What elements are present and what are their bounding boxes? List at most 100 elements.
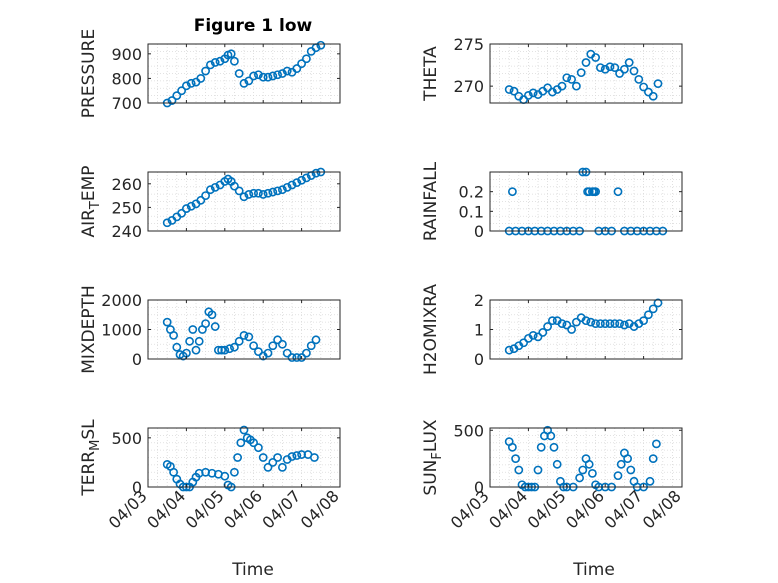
axes-box — [147, 171, 341, 232]
data-point — [229, 342, 239, 352]
data-point — [620, 320, 629, 330]
data-point — [215, 56, 225, 66]
data-point — [519, 338, 528, 348]
data-point — [210, 322, 220, 331]
data-point — [233, 453, 242, 462]
x-tick-label: 04/04 — [485, 486, 531, 532]
data-point — [277, 69, 287, 78]
x-tick-label: 04/08 — [639, 486, 685, 532]
y-tick-label: 500 — [453, 421, 484, 440]
y-tick-label: 2000 — [101, 291, 142, 310]
data-point — [234, 336, 244, 346]
data-point — [584, 459, 594, 469]
series-markers — [504, 298, 663, 355]
data-point — [648, 304, 658, 314]
x-tick-label: 04/07 — [600, 486, 646, 532]
grid — [148, 300, 340, 359]
data-point — [239, 330, 249, 340]
data-point — [591, 187, 600, 197]
data-point — [615, 319, 624, 328]
y-tick-label: 0 — [474, 350, 484, 369]
y-axis-label: H2OMIXRA — [421, 284, 441, 375]
data-point — [613, 471, 623, 481]
data-point — [268, 187, 278, 197]
data-point — [236, 438, 246, 448]
data-point — [504, 85, 514, 94]
x-tick-label: 04/07 — [258, 486, 304, 532]
data-point — [273, 70, 282, 80]
data-point — [172, 342, 182, 352]
data-point — [201, 319, 210, 328]
axes-box — [489, 171, 683, 232]
data-point — [282, 348, 292, 358]
data-point — [162, 317, 172, 327]
data-point — [253, 443, 263, 453]
data-point — [249, 71, 258, 81]
data-point — [258, 453, 268, 462]
y-tick-label: 240 — [111, 222, 142, 241]
data-point — [201, 66, 210, 76]
data-point — [586, 317, 596, 327]
data-point — [311, 168, 321, 178]
data-point — [301, 173, 311, 183]
data-point — [220, 471, 230, 481]
data-point — [239, 78, 249, 88]
data-point — [210, 58, 220, 67]
data-point — [653, 79, 663, 89]
subplot-grid: 700 800 900 PRESSURE 270 275 THETA 240 250 260 AIR… — [79, 29, 685, 533]
data-point — [277, 462, 287, 472]
data-point — [624, 58, 634, 67]
data-point — [572, 317, 581, 327]
y-tick-label: 700 — [111, 94, 142, 113]
data-point — [610, 319, 620, 328]
y-tick-label: 0 — [132, 350, 142, 369]
data-point — [263, 348, 273, 358]
data-point — [581, 58, 591, 67]
axes-box — [147, 427, 341, 488]
data-point — [282, 182, 292, 192]
data-point — [169, 467, 178, 477]
data-point — [177, 86, 186, 96]
data-point — [311, 335, 321, 345]
data-point — [239, 425, 249, 435]
data-point — [253, 70, 263, 80]
subplot-2: 240 250 260 AIRTEMP — [79, 165, 341, 241]
data-point — [234, 186, 244, 196]
y-axis-label: AIRTEMP — [79, 165, 103, 237]
data-point — [277, 185, 287, 195]
data-point — [644, 310, 653, 320]
y-tick-label: 0 — [474, 222, 484, 241]
x-axis-label-right: Time — [572, 560, 615, 580]
data-point — [557, 81, 567, 91]
data-point — [584, 187, 594, 197]
data-point — [169, 330, 178, 340]
data-point — [186, 78, 196, 88]
data-point — [282, 66, 292, 76]
data-point — [181, 81, 191, 91]
y-axis-label: MIXDEPTH — [79, 285, 99, 374]
data-point — [287, 180, 297, 190]
data-point — [207, 310, 217, 320]
data-point — [639, 82, 648, 92]
y-tick-label: 0.1 — [459, 202, 484, 221]
data-point — [549, 442, 559, 452]
data-point — [301, 54, 311, 64]
data-point — [306, 341, 316, 351]
x-tick-label: 04/03 — [105, 486, 151, 532]
data-point — [548, 87, 557, 97]
data-point — [297, 59, 306, 69]
data-point — [578, 465, 588, 475]
data-point — [567, 75, 576, 84]
data-point — [162, 218, 172, 228]
data-point — [511, 454, 520, 464]
data-point — [509, 86, 519, 96]
data-point — [253, 347, 263, 357]
data-point — [581, 316, 591, 326]
data-point — [301, 348, 311, 358]
subplot-1: 270 275 THETA — [421, 35, 683, 105]
data-point — [249, 188, 258, 198]
y-tick-label: 0 — [474, 478, 484, 497]
data-point — [576, 68, 586, 78]
